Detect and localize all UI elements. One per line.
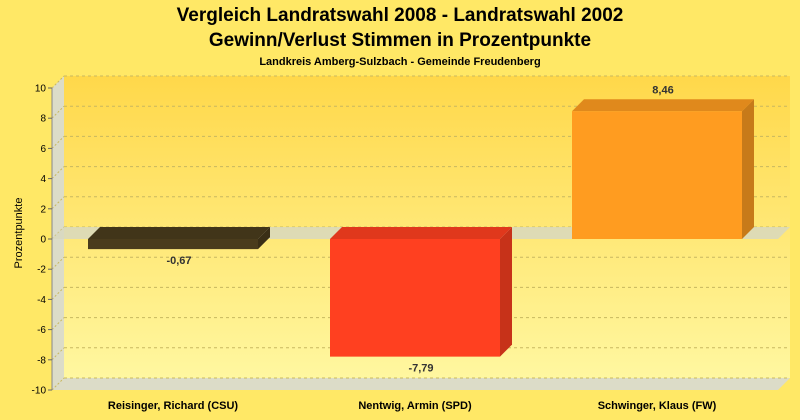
y-tick-label: -4: [37, 295, 46, 306]
bar-front: [88, 239, 258, 250]
bar-front: [572, 111, 742, 239]
x-tick-label: Nentwig, Armin (SPD): [358, 400, 472, 412]
data-label: -0,67: [166, 255, 191, 267]
bars: [88, 99, 754, 357]
y-tick-label: -2: [37, 265, 46, 276]
bar-top: [88, 227, 270, 239]
x-tick-label: Schwinger, Klaus (FW): [598, 400, 717, 412]
y-axis: 10 8 6 4 2 0 -2 -4 -6 -8 -10: [32, 84, 53, 397]
gridline-diagonal: [51, 166, 65, 179]
y-tick-label: 2: [40, 204, 46, 215]
x-axis: Reisinger, Richard (CSU) Nentwig, Armin (…: [108, 400, 717, 412]
gridline-diagonal: [51, 317, 65, 330]
gridline-diagonal: [51, 256, 65, 270]
gridline-diagonal: [51, 196, 65, 210]
plot-floor: [52, 378, 790, 390]
y-tick-label: 0: [40, 235, 46, 246]
bar-side: [500, 227, 512, 357]
data-label: -7,79: [408, 363, 433, 375]
gridline-diagonal: [51, 105, 65, 119]
y-tick-label: 4: [40, 174, 46, 185]
chart-subtitle: Landkreis Amberg-Sulzbach - Gemeinde Fre…: [259, 56, 540, 68]
data-label: 8,46: [652, 84, 673, 96]
bar: [572, 99, 754, 239]
gridline-diagonal: [51, 347, 65, 361]
gridline-diagonal: [51, 377, 65, 391]
y-tick-label: -6: [37, 325, 46, 336]
bar-top: [330, 227, 512, 239]
y-tick-label: 8: [40, 114, 46, 125]
bar-side: [258, 227, 270, 250]
bar-side: [742, 99, 754, 239]
data-labels: -0,67 -7,79 8,46: [166, 84, 673, 374]
y-tick-label: -10: [32, 386, 47, 397]
y-tick-label: 10: [35, 84, 47, 95]
y-tick-label: -8: [37, 355, 46, 366]
y-tick-label: 6: [40, 144, 46, 155]
bar-front: [330, 239, 500, 357]
x-tick-label: Reisinger, Richard (CSU): [108, 400, 239, 412]
y-axis-label: Prozentpunkte: [13, 198, 25, 269]
gridline-diagonal: [51, 136, 65, 149]
chart-title-line2: Gewinn/Verlust Stimmen in Prozentpunkte: [209, 30, 591, 51]
chart-title: Vergleich Landratswahl 2008 - Landratswa…: [177, 5, 624, 26]
gridline-diagonal: [51, 75, 65, 89]
gridline-diagonal: [51, 287, 65, 300]
bar-top: [572, 99, 754, 112]
bar: [88, 227, 270, 250]
bar: [330, 227, 512, 357]
